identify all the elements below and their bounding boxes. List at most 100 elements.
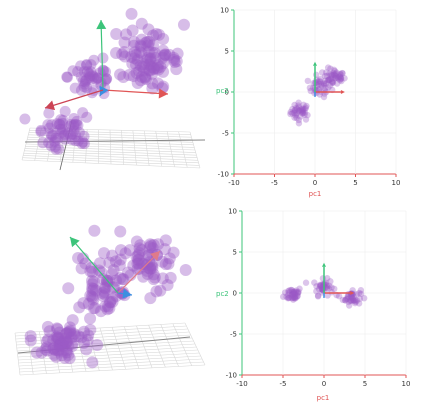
scatter-point (352, 297, 359, 304)
sphere-point (53, 326, 66, 339)
y-tick-label: -10 (226, 372, 237, 380)
sphere-point (86, 278, 99, 291)
scatter-point (339, 70, 346, 77)
top-3d-canvas[interactable] (0, 0, 210, 200)
scatter-point (319, 275, 327, 282)
sphere-point (168, 56, 181, 69)
sphere-point (83, 68, 95, 80)
sphere-point (134, 39, 147, 52)
top-2d-xlabel: pc1 (309, 190, 322, 198)
scatter-point (324, 292, 331, 299)
sphere-point (57, 336, 70, 349)
sphere-point (58, 351, 71, 364)
scatter-point (321, 72, 329, 80)
sphere-point (91, 72, 103, 84)
sphere-point (156, 51, 169, 64)
sphere-point (110, 46, 123, 59)
scatter-point (327, 71, 335, 78)
sphere-point (98, 288, 111, 301)
sphere-point (53, 339, 66, 352)
sphere-point (140, 54, 153, 67)
scatter-point (322, 80, 330, 87)
scatter-point (316, 78, 324, 86)
scatter-point (321, 77, 329, 84)
scatter-point (290, 289, 297, 296)
sphere-point (131, 253, 144, 266)
scatter-point (337, 75, 345, 82)
sphere-point (159, 234, 172, 247)
sphere-point (81, 111, 93, 123)
scatter-point (357, 290, 365, 298)
sphere-point (54, 119, 66, 131)
sphere-point (145, 239, 158, 252)
grid-line (19, 358, 203, 370)
scatter-point (317, 75, 324, 83)
scatter-point (291, 288, 298, 296)
grid-line (160, 324, 179, 367)
scatter-point (348, 293, 356, 301)
x-tick-label: 10 (392, 179, 401, 187)
sphere-point (137, 258, 150, 271)
sphere-point (68, 119, 80, 131)
sphere-point (143, 63, 156, 76)
pc2-arrow-icon (322, 262, 326, 267)
scatter-point (331, 72, 338, 79)
scatter-point (320, 80, 328, 87)
scatter-point (330, 70, 338, 77)
scatter-point (294, 292, 301, 300)
sphere-point (78, 138, 90, 150)
sphere-point (57, 123, 69, 135)
scatter-point (301, 105, 309, 113)
scatter-point (294, 289, 302, 297)
scatter-point (326, 76, 333, 84)
scatter-point (291, 288, 298, 295)
sphere-point (47, 342, 60, 355)
scatter-point (287, 286, 295, 294)
scatter-point (347, 293, 355, 300)
sphere-point (133, 242, 146, 255)
sphere-point (133, 65, 146, 78)
sphere-point (43, 137, 55, 149)
sphere-point (106, 295, 119, 308)
sphere-point (69, 82, 81, 94)
scatter-point (353, 297, 361, 304)
scatter-point (285, 294, 292, 302)
bottom-3d-canvas[interactable] (0, 205, 210, 405)
scatter-point (295, 104, 303, 111)
scatter-point (316, 91, 323, 98)
top-3d-view[interactable] (0, 0, 210, 200)
bottom-3d-view[interactable] (0, 205, 210, 405)
scatter-point (283, 293, 290, 301)
scatter-point (289, 294, 296, 302)
sphere-point (139, 72, 152, 85)
sphere-point (141, 51, 154, 64)
x-tick-label: -5 (280, 380, 287, 388)
sphere-point (100, 73, 112, 85)
scatter-point (357, 287, 365, 294)
sphere-point (66, 314, 79, 327)
scatter-point (313, 283, 320, 290)
floor-axis-line (17, 336, 191, 354)
sphere-point (97, 273, 110, 286)
sphere-point (66, 337, 79, 350)
sphere-point (145, 46, 158, 59)
sphere-point (76, 137, 88, 149)
sphere-point (151, 59, 164, 72)
sphere-point (126, 24, 139, 37)
sphere-point (58, 130, 70, 142)
sphere-point (116, 48, 129, 61)
sphere-point (50, 143, 62, 155)
grid-line (136, 325, 153, 368)
sphere-point (85, 59, 97, 71)
sphere-point (125, 50, 138, 63)
sphere-point (99, 300, 112, 313)
sphere-point (131, 77, 144, 90)
sphere-point (46, 130, 58, 142)
y-tick-label: 10 (220, 7, 229, 15)
sphere-point (158, 243, 171, 256)
sphere-point (170, 55, 183, 68)
sphere-point (145, 60, 158, 73)
sphere-point (141, 268, 154, 281)
scatter-point (301, 111, 308, 118)
scatter-point (333, 80, 341, 87)
